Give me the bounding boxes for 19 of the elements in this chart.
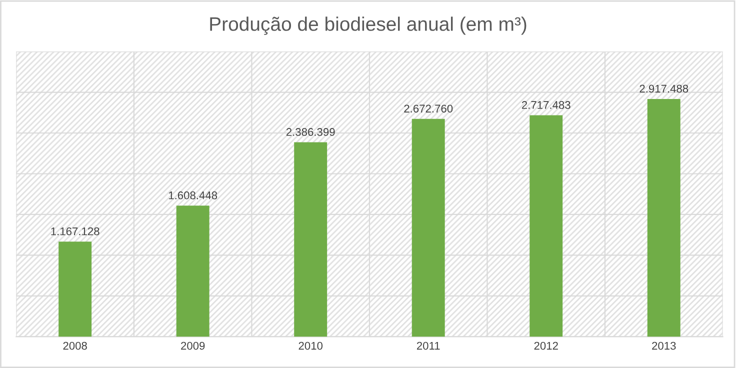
x-tick-label: 2012 <box>534 342 558 350</box>
data-label: 1.167.128 <box>51 227 100 236</box>
chart-title: Produção de biodiesel anual (em m³) <box>210 16 526 35</box>
bar <box>294 142 328 337</box>
x-tick-label: 2008 <box>63 342 87 350</box>
x-tick-label: 2013 <box>652 342 676 350</box>
data-label: 2.672.760 <box>404 104 453 113</box>
data-label: 1.608.448 <box>168 191 218 200</box>
x-tick-label: 2009 <box>181 342 205 350</box>
bar <box>412 118 445 337</box>
x-tick-label: 2011 <box>416 342 440 350</box>
x-tick-label: 2010 <box>298 342 323 350</box>
data-label: 2.717.483 <box>522 101 570 109</box>
bar <box>176 206 210 337</box>
data-label: 2.386.399 <box>286 128 335 136</box>
bar <box>58 242 92 337</box>
bar <box>530 115 563 337</box>
data-label: 2.917.488 <box>640 84 688 93</box>
bar <box>647 98 680 337</box>
